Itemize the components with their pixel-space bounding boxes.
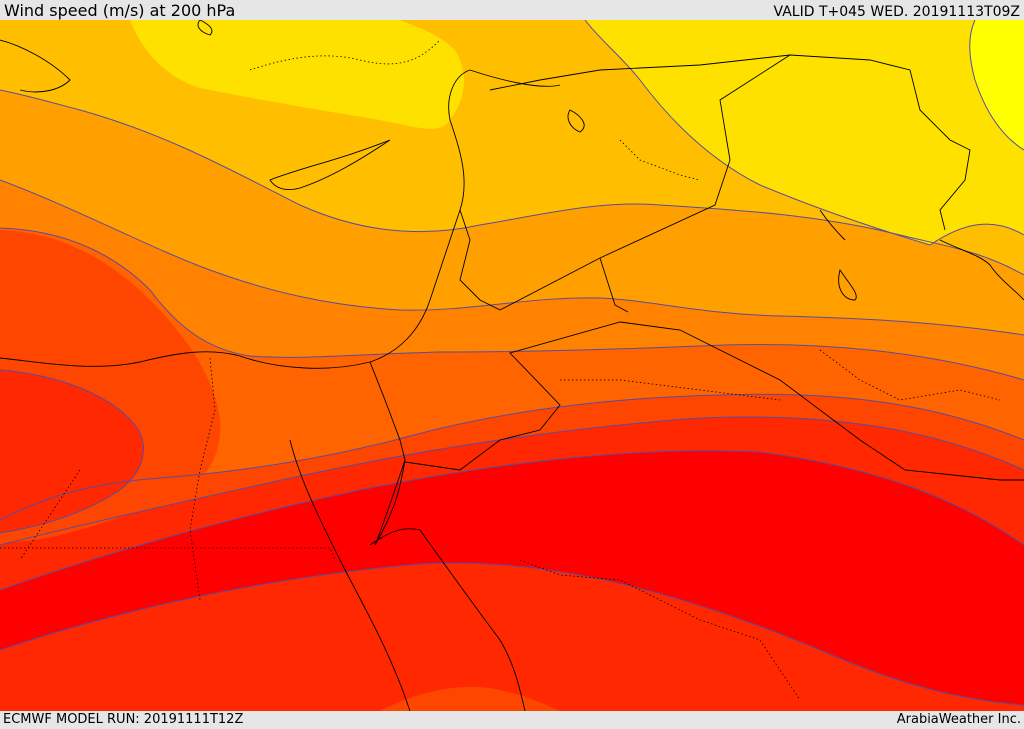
coastline <box>819 209 846 241</box>
admin-boundary <box>619 139 701 181</box>
coastline <box>469 69 561 87</box>
admin-boundary <box>560 379 781 401</box>
political-border <box>369 361 406 461</box>
header-bar: Wind speed (m/s) at 200 hPa VALID T+045 … <box>0 0 1024 20</box>
credit-label: ArabiaWeather Inc. <box>896 712 1021 727</box>
political-border <box>599 257 629 313</box>
contour-line <box>0 227 1024 381</box>
contour-line <box>0 393 1024 521</box>
contour-line <box>0 179 1024 336</box>
coastline <box>197 20 213 36</box>
model-run-label: ECMWF MODEL RUN: 20191111T12Z <box>3 712 244 727</box>
political-border <box>459 209 501 311</box>
map-title: Wind speed (m/s) at 200 hPa <box>4 1 236 20</box>
contour-line <box>0 369 144 534</box>
coastline <box>567 109 585 133</box>
coastline <box>0 69 471 369</box>
internal-boundaries <box>0 39 1001 701</box>
coastline <box>939 239 1024 301</box>
political-border <box>499 54 971 311</box>
band-west-cell-inner <box>0 370 144 533</box>
valid-time-label: VALID T+045 WED. 20191113T09Z <box>773 4 1020 20</box>
band-south-upper <box>0 563 1024 711</box>
contour-line <box>0 450 1024 591</box>
admin-boundary <box>249 39 441 71</box>
band-north <box>130 20 1024 245</box>
footer-bar: ECMWF MODEL RUN: 20191111T12Z ArabiaWeat… <box>0 711 1024 729</box>
coastline <box>369 528 526 711</box>
coastline <box>269 139 391 191</box>
contour-line <box>0 562 1024 706</box>
band-north-core <box>969 20 1024 150</box>
band-northwest-1 <box>130 20 465 129</box>
coastline <box>0 39 71 93</box>
political-border <box>489 54 791 91</box>
map-borders <box>0 20 1024 711</box>
political-border <box>404 321 1024 481</box>
coastline <box>374 459 406 546</box>
coastline <box>838 268 857 301</box>
admin-boundary <box>819 349 1001 401</box>
wind-speed-map <box>0 20 1024 711</box>
contour-line <box>969 20 1024 151</box>
band-south-lower <box>380 686 560 711</box>
contour-lines <box>0 20 1024 706</box>
coastline <box>289 439 411 711</box>
